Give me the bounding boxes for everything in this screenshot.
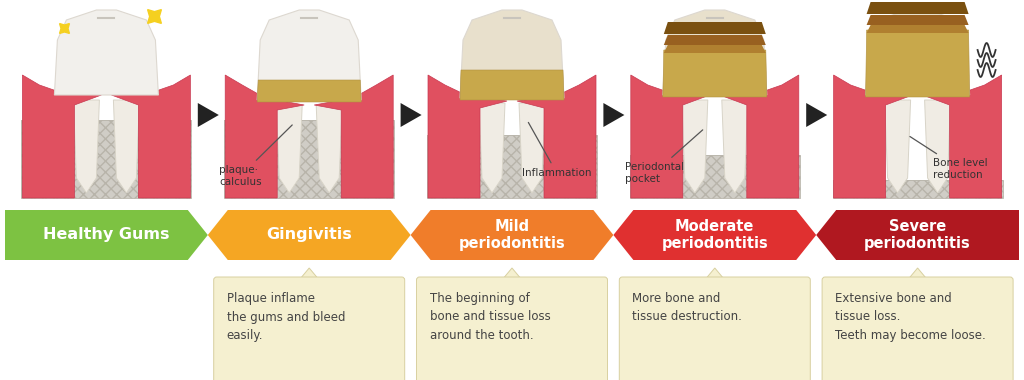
Polygon shape xyxy=(314,75,393,198)
Polygon shape xyxy=(208,210,411,260)
Polygon shape xyxy=(411,210,613,260)
Polygon shape xyxy=(816,210,1019,260)
Text: Mild
periodontitis: Mild periodontitis xyxy=(459,219,565,251)
Polygon shape xyxy=(112,75,190,198)
Polygon shape xyxy=(885,100,910,193)
Polygon shape xyxy=(865,10,970,95)
Polygon shape xyxy=(479,103,505,193)
Polygon shape xyxy=(276,105,302,193)
Polygon shape xyxy=(502,268,522,280)
Polygon shape xyxy=(722,100,748,193)
Polygon shape xyxy=(23,75,101,198)
Polygon shape xyxy=(428,75,507,198)
Polygon shape xyxy=(400,103,422,127)
Polygon shape xyxy=(866,25,969,33)
Text: Inflammation: Inflammation xyxy=(522,122,592,178)
Polygon shape xyxy=(664,22,766,34)
Polygon shape xyxy=(866,15,969,25)
Text: Moderate
periodontitis: Moderate periodontitis xyxy=(662,219,768,251)
Polygon shape xyxy=(664,35,766,45)
Text: plaque·
calculus: plaque· calculus xyxy=(219,125,292,187)
Polygon shape xyxy=(257,10,361,100)
Text: Gingivitis: Gingivitis xyxy=(266,228,352,242)
Text: Healthy Gums: Healthy Gums xyxy=(43,228,170,242)
Polygon shape xyxy=(866,2,969,14)
FancyBboxPatch shape xyxy=(833,180,1002,198)
FancyBboxPatch shape xyxy=(22,120,191,198)
Polygon shape xyxy=(114,100,139,193)
Text: Plaque inflame
the gums and bleed
easily.: Plaque inflame the gums and bleed easily… xyxy=(226,292,345,342)
Polygon shape xyxy=(225,75,304,198)
Text: Extensive bone and
tissue loss.
Teeth may become loose.: Extensive bone and tissue loss. Teeth ma… xyxy=(836,292,986,342)
Polygon shape xyxy=(865,30,970,97)
FancyBboxPatch shape xyxy=(224,120,394,198)
Polygon shape xyxy=(663,10,767,95)
Text: More bone and
tissue destruction.: More bone and tissue destruction. xyxy=(632,292,742,323)
Polygon shape xyxy=(613,210,816,260)
Polygon shape xyxy=(631,75,710,198)
Polygon shape xyxy=(923,75,1001,198)
Text: Severe
periodontitis: Severe periodontitis xyxy=(864,219,971,251)
FancyBboxPatch shape xyxy=(214,277,404,380)
Polygon shape xyxy=(5,210,208,260)
Polygon shape xyxy=(460,10,564,98)
Polygon shape xyxy=(907,268,928,280)
Text: The beginning of
bone and tissue loss
around the tooth.: The beginning of bone and tissue loss ar… xyxy=(429,292,550,342)
Polygon shape xyxy=(299,268,319,280)
Polygon shape xyxy=(517,75,596,198)
Polygon shape xyxy=(806,103,827,127)
Polygon shape xyxy=(603,103,625,127)
Polygon shape xyxy=(664,45,766,53)
FancyBboxPatch shape xyxy=(417,277,607,380)
FancyBboxPatch shape xyxy=(630,155,800,198)
Polygon shape xyxy=(663,50,767,97)
Text: Periodontal
pocket: Periodontal pocket xyxy=(625,130,702,184)
Polygon shape xyxy=(198,103,219,127)
FancyBboxPatch shape xyxy=(822,277,1013,380)
Polygon shape xyxy=(682,100,708,193)
Polygon shape xyxy=(705,268,725,280)
FancyBboxPatch shape xyxy=(620,277,810,380)
Polygon shape xyxy=(316,105,342,193)
FancyBboxPatch shape xyxy=(427,135,597,198)
Polygon shape xyxy=(925,100,950,193)
Polygon shape xyxy=(834,75,912,198)
Polygon shape xyxy=(460,70,564,100)
Polygon shape xyxy=(54,10,159,95)
Text: Bone level
reduction: Bone level reduction xyxy=(910,136,987,180)
Polygon shape xyxy=(720,75,799,198)
Polygon shape xyxy=(519,103,545,193)
Polygon shape xyxy=(257,80,361,102)
Polygon shape xyxy=(74,100,99,193)
